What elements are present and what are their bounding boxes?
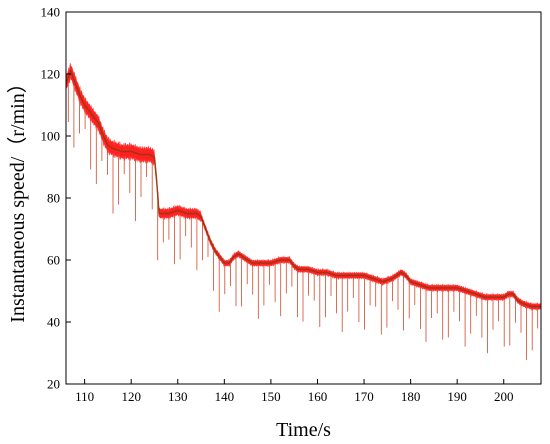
y-tick-label: 80 xyxy=(47,191,60,206)
x-axis-title: Time/s xyxy=(276,419,331,441)
x-tick-label: 190 xyxy=(447,389,467,404)
speed-noise-band xyxy=(66,62,541,312)
plot-area xyxy=(66,62,541,360)
y-tick-label: 40 xyxy=(47,315,60,330)
x-tick-label: 110 xyxy=(75,389,94,404)
x-tick-label: 170 xyxy=(354,389,374,404)
x-tick-label: 120 xyxy=(121,389,141,404)
x-axis: 110 120 130 140 150 160 170 180 190 200 xyxy=(75,379,513,404)
x-tick-label: 130 xyxy=(168,389,188,404)
plot-frame xyxy=(65,11,542,385)
x-tick-label: 180 xyxy=(401,389,421,404)
speed-trend-line xyxy=(66,68,541,308)
y-tick-label: 120 xyxy=(41,67,61,82)
y-tick-label: 100 xyxy=(41,129,61,144)
x-tick-label: 150 xyxy=(261,389,281,404)
y-tick-label: 60 xyxy=(47,253,60,268)
y-axis-title: Instantaneous speed/（r/min） xyxy=(6,73,29,322)
x-tick-label: 200 xyxy=(494,389,514,404)
y-tick-label: 140 xyxy=(41,5,61,20)
x-tick-label: 140 xyxy=(215,389,235,404)
y-tick-label: 20 xyxy=(47,377,60,392)
y-axis: 20 40 60 80 100 120 140 xyxy=(41,5,71,392)
x-tick-label: 160 xyxy=(308,389,328,404)
